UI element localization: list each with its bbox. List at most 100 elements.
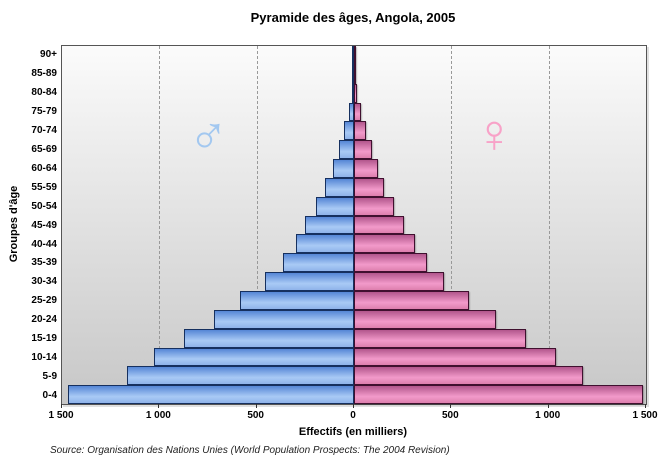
male-bar — [305, 215, 354, 235]
age-group-label: 90+ — [40, 48, 57, 60]
male-bar — [127, 366, 354, 386]
female-bar — [354, 347, 557, 367]
age-group-label: 85-89 — [31, 67, 57, 79]
pyramid-row — [62, 64, 646, 84]
age-group-label: 0-4 — [42, 390, 57, 402]
female-bar — [354, 253, 427, 273]
age-group-label: 5-9 — [42, 371, 57, 383]
male-bar — [316, 196, 354, 216]
female-bar — [354, 121, 367, 141]
source-note: Source: Organisation des Nations Unies (… — [50, 445, 450, 456]
female-bar — [354, 272, 444, 291]
x-tick-mark — [450, 404, 452, 408]
x-axis-title: Effectifs (en milliers) — [298, 426, 408, 438]
male-bar — [332, 159, 354, 178]
pyramid-row — [62, 272, 646, 291]
pyramid-row — [62, 196, 646, 216]
male-bar — [324, 177, 354, 197]
x-tick-label: 0 — [350, 410, 356, 421]
age-group-label: 15-19 — [31, 333, 57, 345]
female-bar — [354, 64, 356, 84]
x-tick-mark — [255, 404, 257, 408]
plot-area: ♂ ♀ — [61, 45, 647, 405]
pyramid-row — [62, 309, 646, 329]
gridline — [548, 46, 550, 404]
male-bar — [240, 290, 354, 310]
female-bar — [354, 234, 416, 254]
age-group-label: 45-49 — [31, 219, 57, 231]
female-bar — [354, 385, 644, 405]
female-bar — [354, 46, 356, 65]
pyramid-row — [62, 347, 646, 367]
pyramid-row — [62, 234, 646, 254]
pyramid-row — [62, 102, 646, 122]
male-bar — [154, 347, 354, 367]
pyramid-row — [62, 328, 646, 348]
female-symbol-icon: ♀ — [474, 104, 515, 164]
gridline — [159, 46, 161, 404]
x-tick-mark — [547, 404, 549, 408]
male-bar — [295, 234, 354, 254]
male-bar — [265, 272, 354, 291]
x-tick-mark — [645, 404, 646, 408]
x-tick-label: 1 500 — [632, 410, 658, 421]
female-bar — [354, 290, 470, 310]
female-bar — [354, 159, 379, 178]
age-group-label: 35-39 — [31, 257, 57, 269]
age-group-label: 25-29 — [31, 295, 57, 307]
pyramid-row — [62, 121, 646, 141]
female-bar — [354, 83, 357, 103]
male-bar — [344, 121, 354, 141]
male-bar — [213, 309, 354, 329]
male-bar — [282, 253, 354, 273]
pyramid-row — [62, 177, 646, 197]
female-bar — [354, 366, 583, 386]
x-axis-tick-labels: 1 500 1 000 500 0 500 1 000 1 500 — [48, 410, 657, 424]
age-group-label: 40-44 — [31, 238, 57, 250]
female-bar — [354, 102, 361, 122]
male-bar — [351, 83, 354, 103]
female-bar — [354, 328, 527, 348]
pyramid-row — [62, 215, 646, 235]
age-group-label: 10-14 — [31, 352, 57, 364]
pyramid-row — [62, 366, 646, 386]
pyramid-row — [62, 253, 646, 273]
x-tick-mark — [158, 404, 160, 408]
pyramid-row — [62, 159, 646, 178]
x-tick-mark — [353, 404, 354, 408]
pyramid-row — [62, 140, 646, 160]
male-bar — [352, 64, 354, 84]
male-symbol-icon: ♂ — [188, 104, 229, 164]
age-group-label: 55-59 — [31, 181, 57, 193]
x-tick-label: 1 500 — [48, 410, 74, 421]
x-tick-mark — [61, 404, 62, 408]
male-bar — [67, 385, 354, 405]
age-group-label: 80-84 — [31, 86, 57, 98]
age-axis-labels: 90+ 85-89 80-84 75-79 70-74 65-69 60-64 55-59 50… — [0, 45, 57, 405]
female-bar — [354, 196, 395, 216]
male-bar — [348, 102, 354, 122]
age-group-label: 65-69 — [31, 143, 57, 155]
female-bar — [354, 309, 497, 329]
x-tick-label: 1 000 — [535, 410, 561, 421]
male-bar — [352, 46, 354, 65]
age-group-label: 20-24 — [31, 314, 57, 326]
chart-title: Pyramide des âges, Angola, 2005 — [250, 10, 456, 25]
x-axis-tick-marks — [61, 404, 646, 409]
pyramid-row — [62, 385, 646, 405]
age-group-label: 70-74 — [31, 124, 57, 136]
female-bar — [354, 215, 405, 235]
male-bar — [183, 328, 354, 348]
x-tick-label: 1 000 — [145, 410, 171, 421]
gridline — [451, 46, 453, 404]
age-group-label: 30-34 — [31, 276, 57, 288]
x-tick-label: 500 — [247, 410, 264, 421]
age-group-label: 75-79 — [31, 105, 57, 117]
pyramid-row — [62, 46, 646, 65]
pyramid-row — [62, 290, 646, 310]
pyramid-row — [62, 83, 646, 103]
pyramid-rows — [62, 46, 646, 405]
female-bar — [354, 177, 385, 197]
age-group-label: 50-54 — [31, 200, 57, 212]
